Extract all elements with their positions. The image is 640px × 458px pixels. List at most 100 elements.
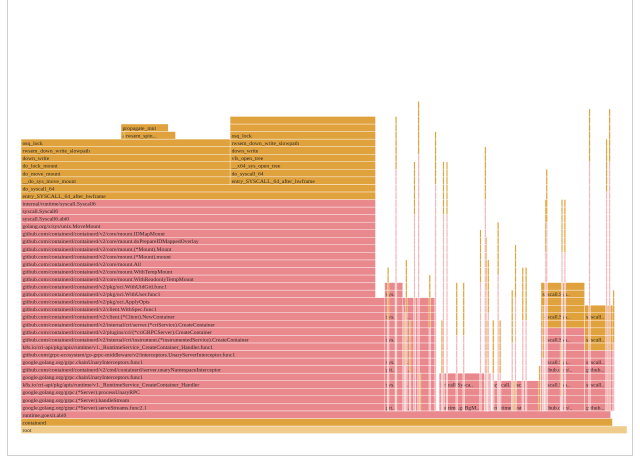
- spike-0-frame-10[interactable]: [497, 327, 500, 336]
- spike-41-frame-2[interactable]: [455, 388, 458, 397]
- spike-25-frame-26[interactable]: [563, 206, 566, 215]
- spike-38-frame-8[interactable]: [605, 342, 608, 351]
- spike-43-frame-19[interactable]: [545, 259, 548, 268]
- spike-9-frame-21[interactable]: [514, 244, 517, 253]
- spike-16-frame-0[interactable]: [417, 403, 420, 412]
- spike-39-frame-24[interactable]: [561, 221, 564, 230]
- spike-37-frame-0[interactable]: [588, 403, 591, 412]
- spike-5-frame-12[interactable]: [445, 312, 448, 321]
- spike-19-frame-16[interactable]: [413, 282, 416, 291]
- spike-43-frame-2[interactable]: [545, 388, 548, 397]
- spike-36-frame-3[interactable]: [442, 380, 445, 389]
- spike-21-frame-12[interactable]: [395, 312, 398, 321]
- spike-38-frame-29[interactable]: [605, 184, 608, 193]
- spike-22-frame-23[interactable]: [434, 229, 437, 238]
- spike-5-frame-19[interactable]: [445, 259, 448, 268]
- spike-36-frame-9[interactable]: [442, 335, 445, 344]
- spike-43-frame-13[interactable]: [545, 305, 548, 313]
- spike-34-frame-10[interactable]: [440, 327, 443, 336]
- spike-42-frame-15[interactable]: [428, 289, 431, 298]
- spike-22-frame-26[interactable]: [434, 206, 437, 215]
- spike-14-frame-19[interactable]: [479, 259, 482, 268]
- spike-25-frame-9[interactable]: [563, 335, 566, 344]
- spike-4-frame-8[interactable]: [521, 342, 524, 351]
- spike-26-frame-10[interactable]: [409, 327, 412, 336]
- spike-25-frame-23[interactable]: [563, 229, 566, 238]
- spike-24-frame-4[interactable]: [525, 372, 528, 381]
- spike-23-frame-5[interactable]: [492, 365, 495, 374]
- spike-20-frame-12[interactable]: [462, 312, 465, 321]
- spike-5-frame-13[interactable]: [445, 305, 448, 313]
- spike-43-frame-9[interactable]: [545, 335, 548, 344]
- spike-21-frame-27[interactable]: [395, 199, 398, 208]
- spike-16-frame-12[interactable]: [417, 312, 420, 321]
- spike-25-frame-5[interactable]: [563, 365, 566, 374]
- spike-32-frame-21[interactable]: [484, 244, 487, 253]
- spike-11-frame-10[interactable]: [608, 327, 611, 336]
- spike-22-frame-13[interactable]: [434, 305, 437, 313]
- spike-12-frame-19[interactable]: [405, 259, 408, 268]
- spike-4-frame-5[interactable]: [521, 365, 524, 374]
- spike-22-frame-31[interactable]: [434, 169, 437, 178]
- spike-25-frame-1[interactable]: [563, 395, 566, 404]
- spike-37-frame-34[interactable]: [588, 146, 591, 155]
- spike-0-frame-6[interactable]: [497, 357, 500, 366]
- spike-37-frame-10[interactable]: [588, 327, 591, 336]
- spike-18-frame-10[interactable]: [511, 327, 514, 336]
- spike-39-frame-16[interactable]: [561, 282, 564, 291]
- spike-38-frame-35[interactable]: [605, 138, 608, 147]
- spike-23-frame-8[interactable]: [492, 342, 495, 351]
- spike-25-frame-13[interactable]: [563, 305, 566, 313]
- spike-15-frame-9[interactable]: [542, 335, 545, 344]
- spike-38-frame-32[interactable]: [605, 161, 608, 170]
- spike-39-frame-8[interactable]: [561, 342, 564, 351]
- spike-32-frame-19[interactable]: [484, 259, 487, 268]
- spike-11-frame-9[interactable]: [608, 335, 611, 344]
- frame-runtime-goexit-abi0-1-0[interactable]: [20, 410, 611, 419]
- spike-25-frame-3[interactable]: [563, 380, 566, 389]
- spike-39-frame-27[interactable]: [561, 199, 564, 208]
- spike-16-frame-39[interactable]: [417, 108, 420, 117]
- spike-21-frame-36[interactable]: [395, 131, 398, 140]
- spike-37-frame-4[interactable]: [588, 372, 591, 381]
- spike-37-frame-33[interactable]: [588, 153, 591, 162]
- spike-38-frame-14[interactable]: [605, 297, 608, 306]
- spike-32-frame-11[interactable]: [484, 320, 487, 329]
- spike-12-frame-7[interactable]: [405, 350, 408, 359]
- spike-12-frame-0[interactable]: [405, 403, 408, 412]
- spike-39-frame-23[interactable]: [561, 229, 564, 238]
- spike-40-frame-1[interactable]: [513, 395, 516, 404]
- spike-11-frame-21[interactable]: [608, 244, 611, 253]
- spike-22-frame-36[interactable]: [434, 131, 437, 140]
- spike-30-frame-14[interactable]: [612, 297, 615, 306]
- spike-33-frame-19[interactable]: [487, 259, 490, 268]
- spike-11-frame-17[interactable]: [608, 274, 611, 283]
- spike-30-frame-8[interactable]: [612, 342, 615, 351]
- spike-19-frame-14[interactable]: [413, 297, 416, 306]
- spike-12-frame-10[interactable]: [405, 327, 408, 336]
- upper-0-frame-7[interactable]: [229, 123, 376, 132]
- spike-11-frame-2[interactable]: [608, 388, 611, 397]
- spike-19-frame-26[interactable]: [413, 206, 416, 215]
- spike-21-frame-3[interactable]: [395, 380, 398, 389]
- spike-11-frame-8[interactable]: [608, 342, 611, 351]
- spike-28-frame-7[interactable]: [387, 350, 390, 359]
- spike-15-frame-2[interactable]: [542, 388, 545, 397]
- spike-34-frame-3[interactable]: [440, 380, 443, 389]
- spike-41-frame-15[interactable]: [455, 289, 458, 298]
- spike-4-frame-4[interactable]: [521, 372, 524, 381]
- spike-36-frame-4[interactable]: [442, 372, 445, 381]
- spike-0-frame-11[interactable]: [497, 320, 500, 329]
- spike-21-frame-20[interactable]: [395, 252, 398, 261]
- spike-37-frame-39[interactable]: [588, 108, 591, 117]
- tower-0-frame-16[interactable]: [384, 282, 403, 291]
- spike-23-frame-4[interactable]: [492, 372, 495, 381]
- spike-42-frame-17[interactable]: [428, 274, 431, 283]
- spike-22-frame-20[interactable]: [434, 252, 437, 261]
- spike-21-frame-26[interactable]: [395, 206, 398, 215]
- spike-38-frame-16[interactable]: [605, 282, 608, 291]
- spike-9-frame-19[interactable]: [514, 259, 517, 268]
- spike-16-frame-3[interactable]: [417, 380, 420, 389]
- spike-33-frame-10[interactable]: [487, 327, 490, 336]
- spike-34-frame-2[interactable]: [440, 388, 443, 397]
